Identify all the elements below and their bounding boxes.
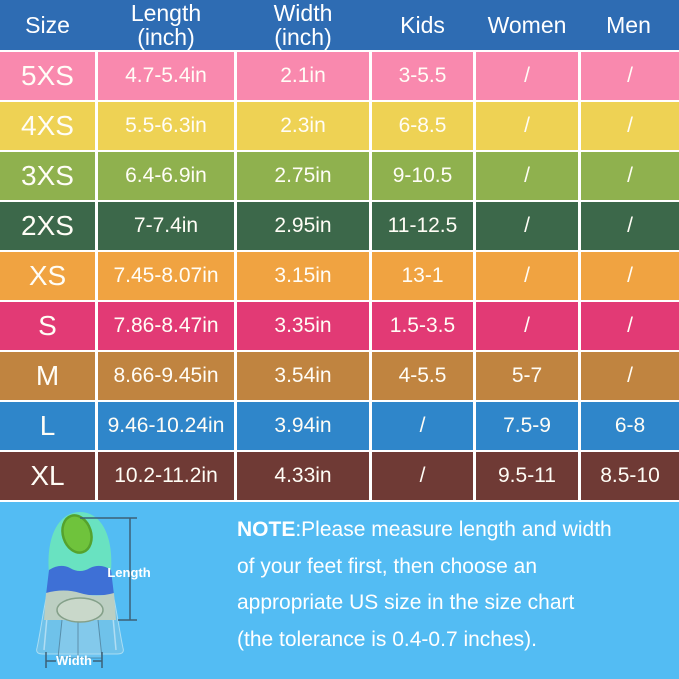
table-cell: / bbox=[372, 452, 476, 500]
table-cell: 3.94in bbox=[237, 402, 372, 450]
column-header-size: Size bbox=[0, 0, 98, 50]
note-heading: NOTE bbox=[237, 518, 296, 541]
table-cell: 11-12.5 bbox=[372, 202, 476, 250]
table-cell: 7.45-8.07in bbox=[98, 252, 237, 300]
table-cell: 8.5-10 bbox=[600, 464, 660, 487]
table-cell: 8.66-9.45in bbox=[98, 352, 237, 400]
size-cell: XL bbox=[0, 452, 98, 500]
table-cell: / bbox=[372, 402, 476, 450]
table-cell: / bbox=[627, 264, 633, 287]
fin-pocket-blue-band bbox=[46, 565, 114, 595]
table-cell: 3-5.5 bbox=[372, 52, 476, 100]
column-header-kids: Kids bbox=[372, 0, 476, 50]
header-label: Kids bbox=[400, 12, 445, 38]
table-row-3xs: 3XS 6.4-6.9in 2.75in 9-10.5 / / bbox=[0, 152, 679, 202]
table-cell: / bbox=[476, 252, 581, 300]
table-cell: 2.75in bbox=[237, 152, 372, 200]
note-text: NOTE:Please measure length and width of … bbox=[237, 512, 657, 658]
table-cell: 13-1 bbox=[372, 252, 476, 300]
table-cell: / bbox=[476, 302, 581, 350]
note-line-text: :Please measure length and width bbox=[295, 518, 612, 541]
size-cell: XS bbox=[0, 252, 98, 300]
table-cell: 1.5-3.5 bbox=[372, 302, 476, 350]
size-cell: S bbox=[0, 302, 98, 350]
heel-opening bbox=[61, 514, 93, 554]
header-label: Width bbox=[273, 0, 333, 26]
header-sublabel: (inch) bbox=[274, 24, 332, 50]
note-line: appropriate US size in the size chart bbox=[237, 591, 575, 614]
size-cell: 4XS bbox=[0, 102, 98, 150]
table-cell: 9-10.5 bbox=[372, 152, 476, 200]
table-cell: 7.5-9 bbox=[476, 402, 581, 450]
table-row-xl: XL 10.2-11.2in 4.33in / 9.5-11 8.5-10 bbox=[0, 452, 679, 502]
size-cell: 2XS bbox=[0, 202, 98, 250]
table-cell: 7-7.4in bbox=[98, 202, 237, 250]
length-label: Length bbox=[107, 565, 150, 580]
length-dimension bbox=[80, 517, 137, 621]
column-header-width: Width (inch) bbox=[237, 0, 372, 50]
table-row-l: L 9.46-10.24in 3.94in / 7.5-9 6-8 bbox=[0, 402, 679, 452]
pocket-sole-oval bbox=[56, 597, 104, 623]
width-label: Width bbox=[56, 653, 92, 668]
table-cell: / bbox=[627, 364, 633, 387]
table-cell: 6.4-6.9in bbox=[98, 152, 237, 200]
table-row-s: S 7.86-8.47in 3.35in 1.5-3.5 / / bbox=[0, 302, 679, 352]
note-line: of your feet first, then choose an bbox=[237, 554, 538, 578]
table-cell: 2.95in bbox=[237, 202, 372, 250]
fin-illustration: Length Width bbox=[36, 512, 151, 668]
table-row-m: M 8.66-9.45in 3.54in 4-5.5 5-7 / bbox=[0, 352, 679, 402]
table-cell: 10.2-11.2in bbox=[98, 452, 237, 500]
table-cell: 9.5-11 bbox=[476, 452, 581, 500]
header-label: Women bbox=[487, 12, 567, 38]
header-sublabel: (inch) bbox=[137, 24, 195, 50]
table-cell: 5-7 bbox=[476, 352, 581, 400]
table-cell: 3.35in bbox=[237, 302, 372, 350]
header-label: Men bbox=[606, 12, 651, 38]
table-cell: 2.1in bbox=[237, 52, 372, 100]
size-cell: M bbox=[0, 352, 98, 400]
size-table: Size Length (inch) Width (inch) Kids Women… bbox=[0, 0, 679, 502]
table-row-5xs: 5XS 4.7-5.4in 2.1in 3-5.5 / / bbox=[0, 52, 679, 102]
table-cell: 4.7-5.4in bbox=[98, 52, 237, 100]
size-cell: 3XS bbox=[0, 152, 98, 200]
table-row-4xs: 4XS 5.5-6.3in 2.3in 6-8.5 / / bbox=[0, 102, 679, 152]
table-cell: / bbox=[627, 314, 633, 337]
table-cell: 4.33in bbox=[237, 452, 372, 500]
table-cell: / bbox=[627, 64, 633, 87]
table-cell: 2.3in bbox=[237, 102, 372, 150]
table-cell: 3.15in bbox=[237, 252, 372, 300]
table-row-2xs: 2XS 7-7.4in 2.95in 11-12.5 / / bbox=[0, 202, 679, 252]
table-cell: / bbox=[627, 114, 633, 137]
table-header-row: Size Length (inch) Width (inch) Kids Women… bbox=[0, 0, 679, 52]
width-dimension bbox=[45, 652, 103, 668]
table-cell: 4-5.5 bbox=[372, 352, 476, 400]
table-cell: / bbox=[627, 214, 633, 237]
table-cell: 9.46-10.24in bbox=[98, 402, 237, 450]
table-cell: / bbox=[476, 202, 581, 250]
header-label: Size bbox=[25, 12, 70, 38]
size-cell: 5XS bbox=[0, 52, 98, 100]
column-header-women: Women bbox=[476, 0, 581, 50]
table-cell: 6-8 bbox=[614, 414, 646, 437]
table-cell: 6-8.5 bbox=[372, 102, 476, 150]
table-cell: 7.86-8.47in bbox=[98, 302, 237, 350]
table-cell: / bbox=[476, 52, 581, 100]
size-cell: L bbox=[0, 402, 98, 450]
table-row-xs: XS 7.45-8.07in 3.15in 13-1 / / bbox=[0, 252, 679, 302]
heel-strap-outline bbox=[57, 619, 103, 659]
table-cell: 5.5-6.3in bbox=[98, 102, 237, 150]
column-header-men: Men bbox=[581, 0, 679, 50]
footer-section: Length Width NOTE:Please measure length … bbox=[0, 502, 679, 679]
table-cell: 3.54in bbox=[237, 352, 372, 400]
note-line: (the tolerance is 0.4-0.7 inches). bbox=[237, 627, 537, 651]
table-cell: / bbox=[476, 102, 581, 150]
note-line: NOTE:Please measure length and width bbox=[237, 512, 657, 549]
header-label: Length bbox=[130, 0, 202, 26]
column-header-length: Length (inch) bbox=[98, 0, 237, 50]
table-cell: / bbox=[627, 164, 633, 187]
table-cell: / bbox=[476, 152, 581, 200]
